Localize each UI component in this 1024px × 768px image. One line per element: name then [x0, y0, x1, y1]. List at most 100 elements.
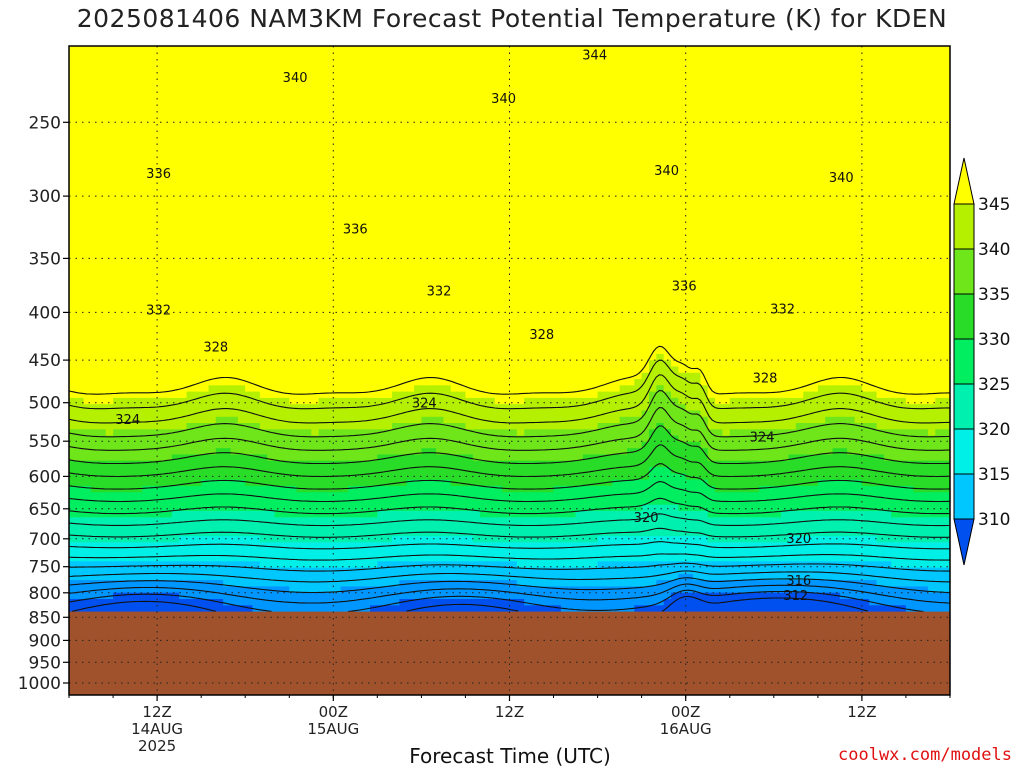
field-cell	[83, 391, 92, 399]
field-cell	[142, 410, 151, 418]
field-cell	[311, 372, 320, 380]
field-cell	[105, 385, 114, 393]
field-cell	[296, 498, 305, 506]
field-cell	[179, 372, 187, 380]
field-cell	[281, 548, 290, 556]
field-cell	[274, 222, 283, 229]
field-cell	[201, 134, 210, 141]
field-cell	[186, 190, 195, 198]
field-cell	[113, 90, 121, 97]
field-cell	[326, 492, 334, 500]
field-cell	[171, 473, 180, 481]
field-cell	[69, 278, 77, 286]
field-cell	[230, 341, 239, 349]
field-cell	[370, 529, 378, 537]
field-cell	[428, 215, 437, 223]
field-cell	[443, 404, 452, 412]
field-cell	[149, 511, 158, 518]
field-cell	[355, 435, 364, 443]
field-cell	[186, 335, 195, 342]
field-cell	[201, 108, 210, 116]
field-cell	[281, 284, 290, 292]
field-cell	[472, 152, 481, 160]
field-cell	[428, 467, 437, 474]
field-cell	[142, 140, 151, 148]
field-cell	[113, 215, 121, 223]
field-cell	[164, 278, 173, 286]
field-cell	[384, 247, 393, 254]
field-cell	[193, 140, 202, 148]
field-cell	[245, 347, 254, 355]
field-cell	[377, 272, 386, 280]
field-cell	[472, 247, 481, 254]
field-cell	[171, 265, 180, 273]
field-cell	[208, 573, 217, 581]
field-cell	[245, 473, 254, 481]
field-cell	[318, 441, 327, 449]
field-cell	[186, 347, 195, 355]
field-cell	[296, 536, 305, 544]
field-cell	[348, 335, 356, 342]
field-cell	[157, 165, 165, 173]
field-cell	[289, 196, 298, 204]
field-cell	[340, 90, 349, 97]
field-cell	[267, 90, 276, 97]
field-cell	[164, 379, 173, 386]
field-cell	[98, 222, 107, 229]
field-cell	[91, 441, 99, 449]
field-cell	[171, 372, 180, 380]
field-cell	[348, 196, 356, 204]
field-cell	[340, 580, 349, 587]
field-cell	[318, 573, 327, 581]
field-cell	[348, 460, 356, 468]
field-cell	[436, 523, 444, 531]
field-cell	[392, 567, 400, 575]
field-cell	[414, 159, 422, 166]
field-cell	[340, 209, 349, 217]
field-cell	[142, 259, 151, 267]
field-cell	[274, 335, 283, 342]
field-cell	[318, 234, 327, 242]
field-cell	[171, 152, 180, 160]
field-cell	[98, 397, 107, 405]
field-cell	[318, 52, 327, 60]
field-cell	[135, 511, 143, 518]
field-cell	[113, 140, 121, 148]
field-cell	[377, 454, 386, 462]
field-cell	[443, 555, 452, 562]
field-cell	[303, 121, 312, 129]
field-cell	[98, 592, 107, 600]
field-cell	[421, 423, 430, 430]
field-cell	[230, 234, 239, 242]
field-cell	[377, 404, 386, 412]
field-cell	[281, 423, 290, 430]
field-cell	[120, 372, 129, 380]
field-cell	[281, 209, 290, 217]
field-cell	[428, 416, 437, 424]
field-cell	[333, 555, 342, 562]
field-cell	[428, 341, 437, 349]
field-cell	[171, 498, 180, 506]
field-cell	[274, 134, 283, 141]
field-cell	[450, 253, 459, 261]
field-cell	[171, 52, 180, 60]
field-cell	[113, 555, 121, 562]
field-cell	[135, 90, 143, 97]
field-cell	[340, 605, 349, 613]
field-cell	[179, 297, 187, 305]
field-cell	[83, 454, 92, 462]
field-cell	[135, 152, 143, 160]
field-cell	[406, 441, 415, 449]
field-cell	[149, 410, 158, 418]
field-cell	[370, 278, 378, 286]
field-cell	[421, 253, 430, 261]
field-cell	[355, 297, 364, 305]
field-cell	[370, 347, 378, 355]
field-cell	[245, 454, 254, 462]
field-cell	[215, 485, 224, 493]
field-cell	[340, 322, 349, 330]
field-cell	[406, 215, 415, 223]
field-cell	[201, 190, 210, 198]
field-cell	[355, 567, 364, 575]
field-cell	[436, 77, 444, 85]
